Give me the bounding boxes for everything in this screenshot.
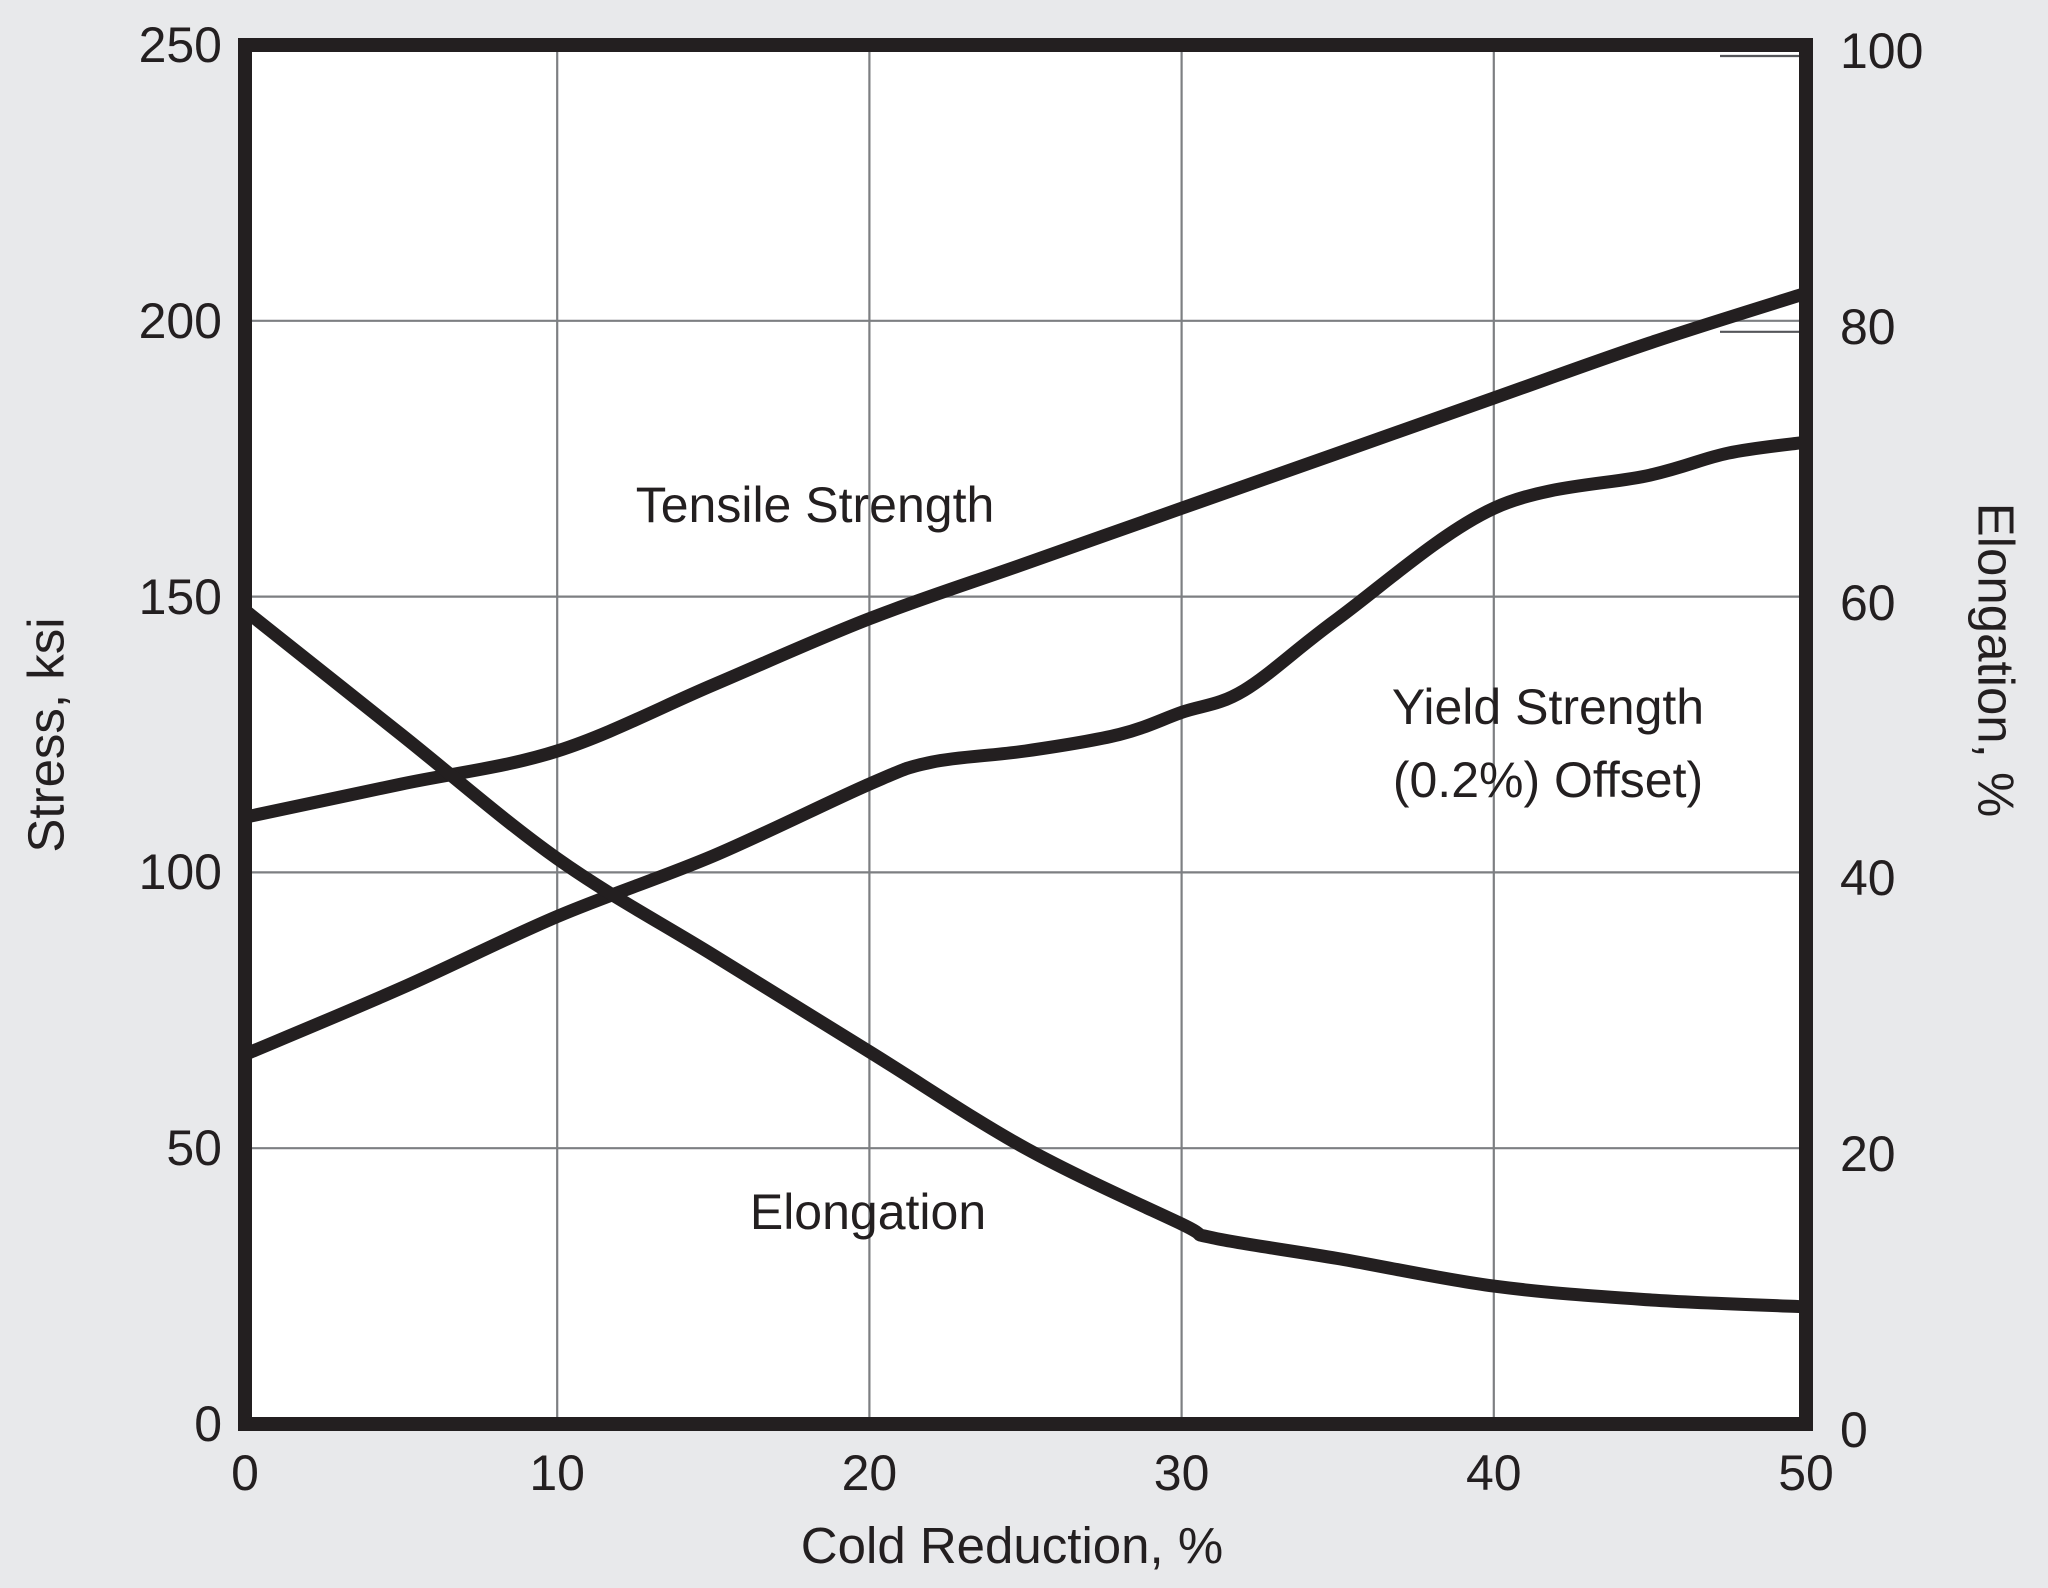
y-left-tick-250: 250: [138, 17, 222, 73]
curve-label-tensile-strength: Tensile Strength: [635, 477, 995, 533]
y-left-tick-200: 200: [138, 292, 222, 349]
curve-label-yield-strength: Yield Strength (0.2%) Offset): [1392, 671, 1704, 817]
y-right-tick-80: 80: [1840, 298, 1896, 355]
plot-area: [245, 45, 1806, 1424]
y-left-tick-150: 150: [138, 568, 222, 625]
y-left-tick-0: 0: [194, 1396, 222, 1452]
y-left-tick-50: 50: [166, 1120, 222, 1177]
x-tick-30: 30: [1153, 1445, 1210, 1501]
y-right-tick-40: 40: [1840, 850, 1896, 907]
y-left-tick-100: 100: [138, 844, 222, 901]
y-right-tick-60: 60: [1840, 574, 1896, 631]
x-tick-10: 10: [529, 1445, 585, 1501]
x-tick-50: 50: [1778, 1445, 1834, 1501]
x-tick-40: 40: [1465, 1445, 1522, 1501]
plot-border: [238, 38, 1813, 1431]
y-right-tick-20: 20: [1840, 1126, 1896, 1183]
curve-label-yield-line1: Yield Strength: [1391, 679, 1705, 735]
x-tick-20: 20: [841, 1445, 898, 1501]
curve-yield-strength-0-2-offset: [242, 435, 1807, 1061]
y-right-tick-100: 100: [1840, 23, 1924, 79]
curve-label-yield-line2: (0.2%) Offset): [1392, 752, 1704, 808]
y-right-tick-0: 0: [1840, 1402, 1868, 1458]
y-axis-title-right: Elongation, %: [1967, 502, 2025, 818]
curve-elongation: [240, 605, 1807, 1314]
y-axis-title-left: Stress, ksi: [17, 617, 75, 853]
curve-label-elongation: Elongation: [749, 1184, 987, 1240]
x-tick-0: 0: [231, 1445, 259, 1501]
x-axis-title: Cold Reduction, %: [800, 1517, 1224, 1574]
curve-tensile-strength: [243, 287, 1808, 824]
